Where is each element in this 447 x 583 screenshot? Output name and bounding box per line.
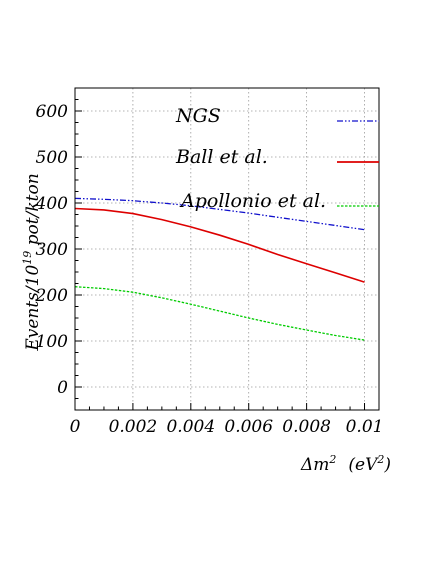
x-tick-label: 0.004 — [166, 417, 215, 437]
series-line — [74, 286, 365, 341]
tick-labels: 0 0.002 0.004 0.006 0.008 0.01 0 100 200 300 400 50… — [35, 102, 384, 437]
legend: NGS Ball et al. Apollonio et al. — [175, 105, 379, 212]
y-tick-label: 300 — [36, 240, 69, 260]
y-tick-label: 500 — [36, 148, 69, 168]
y-axis-title-rest: pot/kton — [23, 173, 43, 250]
legend-label: Apollonio et al. — [179, 190, 326, 212]
y-axis-title-exponent: 19 — [21, 251, 34, 265]
x-tick-label: 0.008 — [282, 417, 331, 437]
legend-label: NGS — [175, 105, 221, 127]
series-layer — [74, 197, 365, 341]
axis-ticks — [74, 87, 366, 411]
y-axis-title: Events/1019 pot/kton — [21, 173, 43, 351]
series-line — [74, 207, 365, 283]
x-tick-label: 0.002 — [109, 417, 158, 437]
x-tick-label: 0 — [70, 417, 81, 437]
x-axis-title-unit-exponent: 2 — [376, 453, 384, 466]
x-axis-title-main: Δm — [300, 455, 329, 475]
y-axis-title-main: Events/10 — [23, 265, 43, 352]
gridlines — [74, 88, 379, 410]
series-line — [74, 197, 365, 231]
x-tick-label: 0.006 — [224, 417, 273, 437]
y-tick-label: 0 — [57, 378, 68, 398]
y-tick-label: 200 — [35, 286, 69, 306]
legend-label: Ball et al. — [175, 146, 268, 168]
x-axis-title: Δm2 (eV2) — [300, 453, 391, 475]
x-axis-title-unit: (eV — [348, 455, 379, 475]
y-tick-label: 400 — [35, 194, 69, 214]
y-tick-label: 100 — [36, 332, 69, 352]
x-axis-title-unit-close: ) — [383, 455, 391, 475]
y-tick-label: 600 — [36, 102, 69, 122]
x-tick-label: 0.01 — [346, 417, 384, 437]
x-axis-title-exponent: 2 — [328, 453, 336, 466]
